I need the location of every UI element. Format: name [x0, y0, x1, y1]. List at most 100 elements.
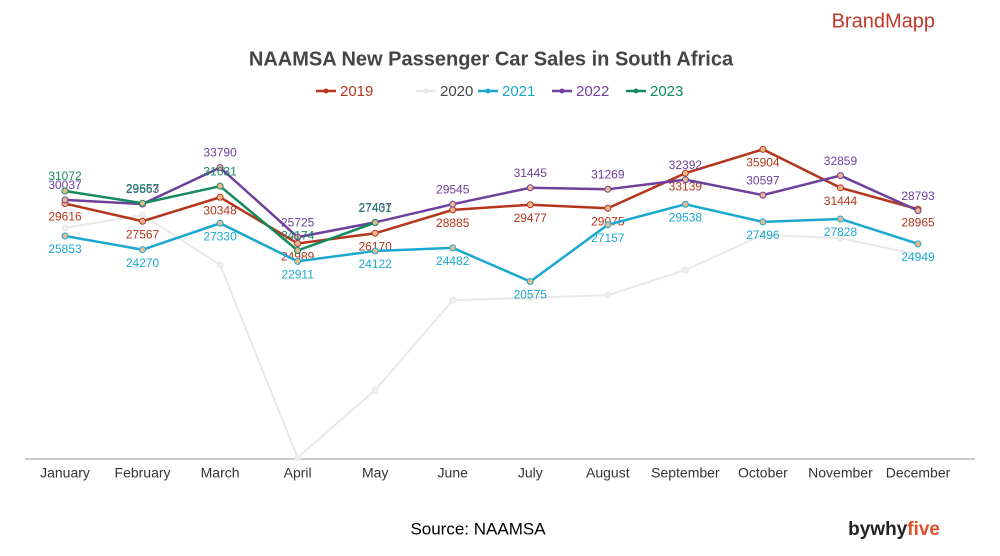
data-point — [294, 257, 302, 265]
data-label: 24482 — [436, 254, 470, 268]
data-label: 28885 — [436, 216, 470, 230]
data-label: 28965 — [901, 215, 935, 229]
data-label: 33790 — [203, 146, 237, 160]
x-tick-label: November — [808, 465, 873, 481]
legend-dot — [485, 88, 491, 94]
credit-suffix: five — [907, 519, 940, 540]
series-line — [64, 166, 919, 239]
data-label: 33139 — [669, 179, 703, 193]
data-point — [526, 201, 534, 209]
data-label: 30348 — [203, 203, 237, 217]
data-point — [449, 206, 457, 214]
data-label: 27157 — [591, 231, 625, 245]
data-point — [216, 182, 224, 190]
x-tick-label: July — [518, 465, 543, 481]
data-label: 24949 — [901, 250, 935, 264]
data-label: 28793 — [901, 189, 935, 203]
data-point — [294, 233, 302, 241]
data-label: 29477 — [514, 211, 548, 225]
data-label: 32859 — [824, 154, 858, 168]
x-tick-label: April — [284, 465, 312, 481]
source: Source: NAAMSA — [410, 519, 546, 538]
data-point — [294, 246, 302, 254]
legend-label: 2023 — [650, 83, 683, 100]
data-label: 30597 — [746, 173, 780, 187]
data-point — [914, 240, 922, 248]
x-tick-label: October — [738, 465, 788, 481]
data-label: 27437 — [358, 201, 392, 215]
data-point — [294, 453, 302, 461]
credit-prefix: bywhy — [848, 519, 908, 540]
data-label: 29616 — [48, 210, 82, 224]
data-point — [61, 224, 69, 232]
data-label: 24174 — [281, 229, 315, 243]
data-point — [604, 291, 612, 299]
data-point — [836, 172, 844, 180]
legend-dot — [633, 88, 639, 94]
series-line — [64, 202, 919, 283]
x-tick-label: February — [115, 465, 171, 481]
legend-label: 2021 — [502, 83, 535, 100]
data-point — [681, 266, 689, 274]
data-label: 31444 — [824, 194, 858, 208]
x-tick-label: May — [362, 465, 388, 481]
data-label: 20575 — [514, 288, 548, 302]
data-label: 29563 — [126, 182, 160, 196]
x-tick-label: January — [40, 465, 90, 481]
data-point — [526, 278, 534, 286]
data-point — [139, 199, 147, 207]
data-point — [914, 207, 922, 215]
data-point — [681, 200, 689, 208]
data-point — [759, 231, 767, 239]
data-point — [216, 261, 224, 269]
legend-label: 2022 — [576, 83, 609, 100]
data-point — [836, 215, 844, 223]
data-point — [604, 204, 612, 212]
data-label: 27828 — [824, 225, 858, 239]
data-point — [371, 247, 379, 255]
data-point — [759, 191, 767, 199]
data-point — [681, 176, 689, 184]
data-label: 27496 — [746, 228, 780, 242]
series-line — [64, 147, 919, 245]
data-point — [61, 232, 69, 240]
data-label: 35904 — [746, 155, 780, 169]
data-point — [371, 229, 379, 237]
data-point — [61, 187, 69, 195]
x-tick-label: August — [586, 465, 630, 481]
data-label: 31445 — [514, 166, 548, 180]
data-label: 24270 — [126, 256, 160, 270]
data-point — [139, 246, 147, 254]
x-tick-label: December — [886, 465, 951, 481]
data-label: 27401 — [358, 201, 392, 215]
legend-dot — [559, 88, 565, 94]
data-point — [216, 164, 224, 172]
data-label: 25853 — [48, 242, 82, 256]
data-point — [371, 386, 379, 394]
data-label: 29657 — [126, 181, 160, 195]
data-point — [604, 221, 612, 229]
data-label: 32392 — [669, 158, 703, 172]
x-tick-label: June — [438, 465, 469, 481]
data-point — [449, 296, 457, 304]
data-point — [371, 219, 379, 227]
data-label: 31631 — [203, 164, 237, 178]
data-point — [139, 217, 147, 225]
data-point — [604, 185, 612, 193]
data-point — [216, 219, 224, 227]
data-label: 27567 — [126, 227, 160, 241]
credit: bywhyfive — [848, 519, 940, 540]
legend-dot — [423, 88, 429, 94]
chart-title: NAAMSA New Passenger Car Sales in South … — [249, 48, 734, 70]
data-label: 31269 — [591, 167, 625, 181]
data-point — [449, 200, 457, 208]
data-label: 27330 — [203, 229, 237, 243]
legend-label: 2019 — [340, 83, 373, 100]
data-point — [759, 218, 767, 226]
data-label: 31072 — [48, 169, 82, 183]
data-label: 29538 — [669, 210, 703, 224]
data-label: 24122 — [358, 257, 392, 271]
data-point — [836, 234, 844, 242]
series-line — [64, 213, 919, 460]
